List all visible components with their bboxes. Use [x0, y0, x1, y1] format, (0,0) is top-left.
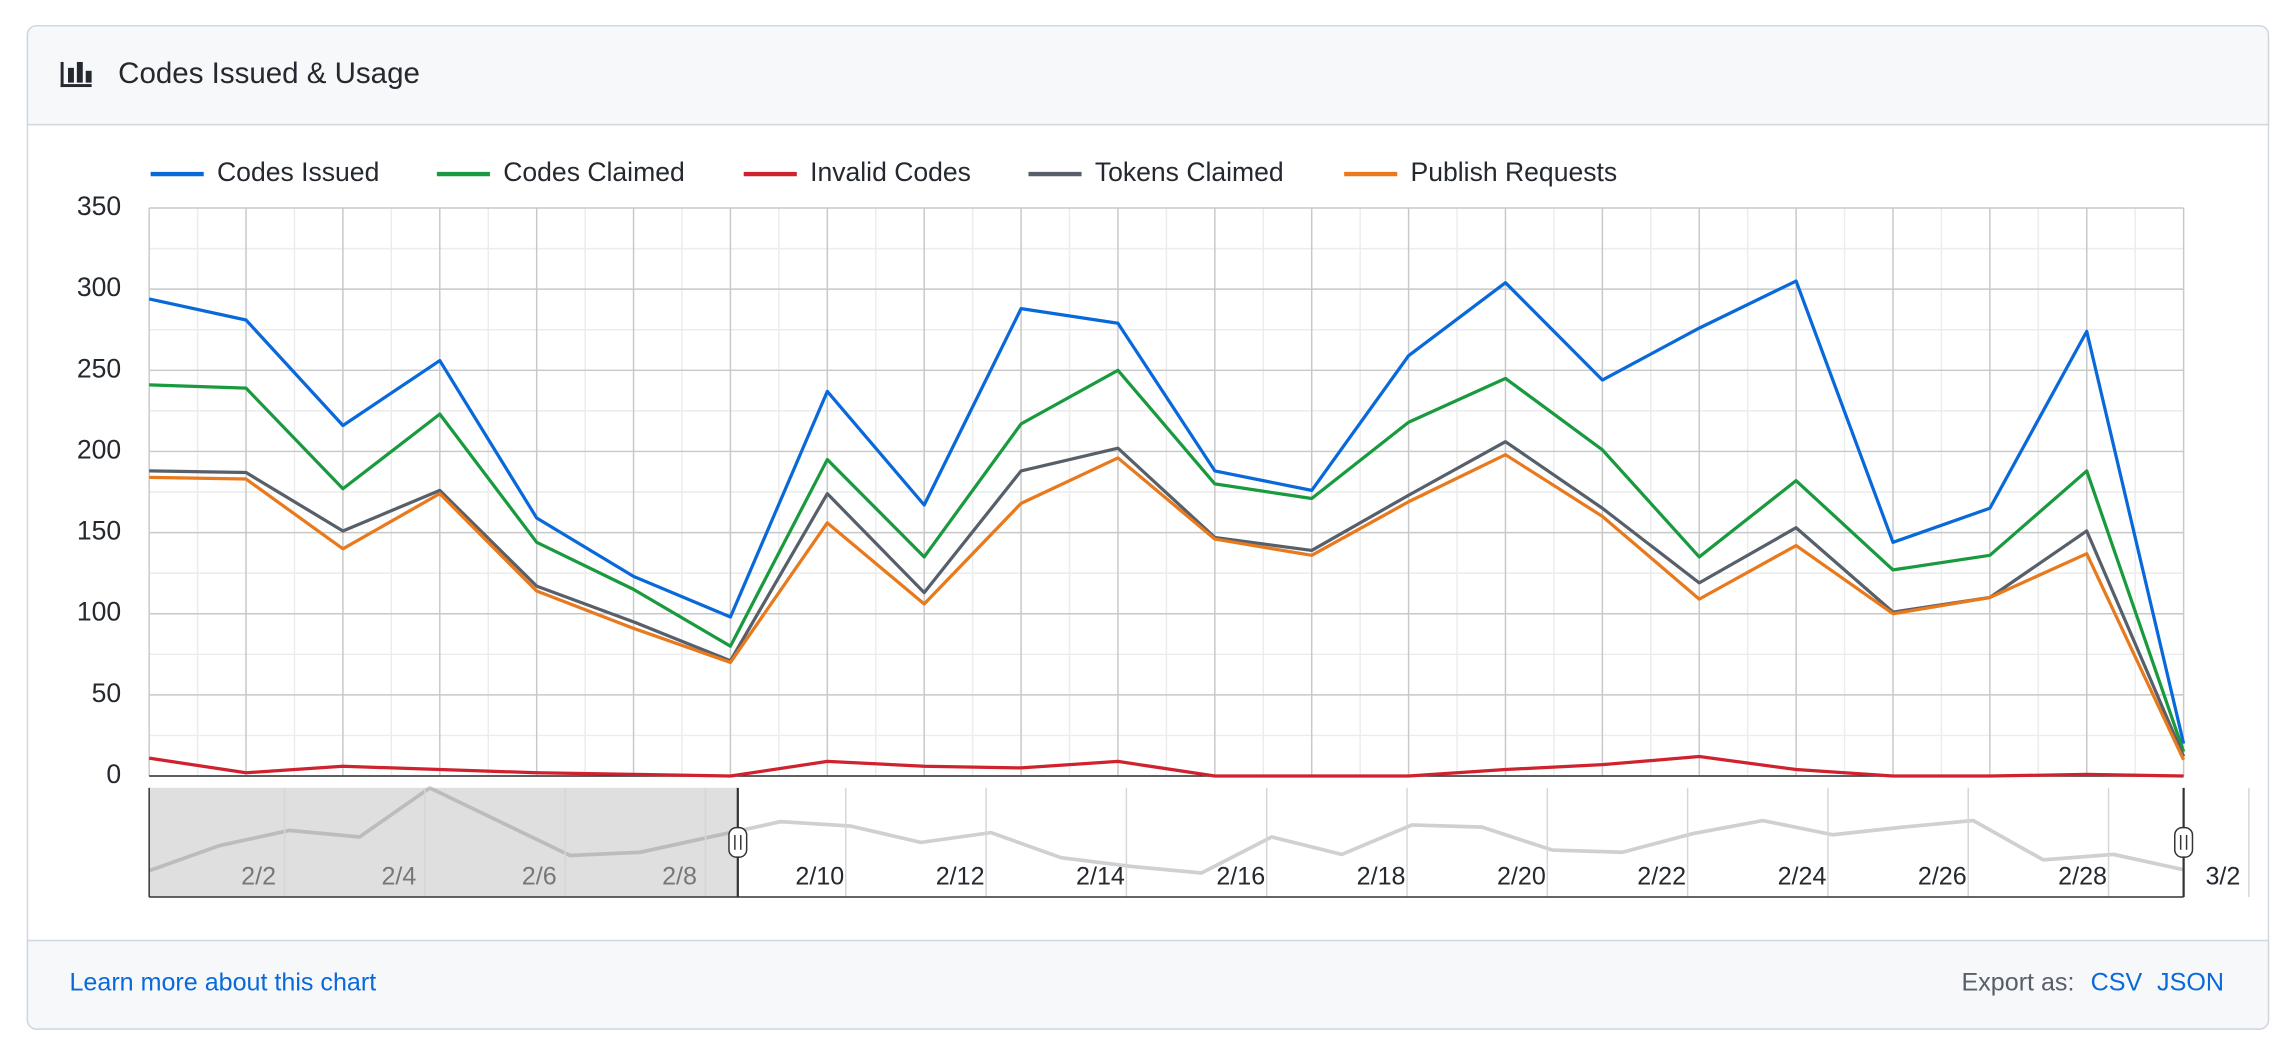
navigator-label: 2/10 [795, 862, 844, 890]
navigator-line [148, 785, 2185, 875]
navigator-label: 2/16 [1216, 862, 1265, 890]
navigator-handle[interactable] [2174, 826, 2194, 858]
card-title: Codes Issued & Usage [118, 57, 420, 90]
export-label: Export as: [1962, 969, 2075, 997]
export-json[interactable]: JSON [2157, 969, 2224, 997]
legend-label: Publish Requests [1411, 157, 1618, 187]
export-csv[interactable]: CSV [2091, 969, 2143, 997]
card-footer [26, 939, 2270, 1030]
y-tick-label: 100 [77, 597, 121, 627]
legend-label: Codes Claimed [503, 157, 685, 187]
navigator-label: 2/2 [241, 862, 276, 890]
navigator-handle[interactable] [728, 826, 748, 858]
y-tick-label: 150 [77, 516, 121, 546]
navigator-label: 2/28 [2058, 862, 2107, 890]
navigator-label: 2/14 [1076, 862, 1125, 890]
navigator-label: 2/8 [662, 862, 697, 890]
legend-label: Codes Issued [217, 157, 379, 187]
navigator-label: 2/12 [936, 862, 985, 890]
navigator-label: 3/2 [2205, 862, 2240, 890]
series-line [148, 279, 2186, 744]
y-tick-label: 250 [77, 353, 121, 383]
series-line [149, 440, 2186, 758]
y-tick-label: 300 [77, 272, 121, 302]
navigator-label: 2/22 [1637, 862, 1686, 890]
chart-icon [60, 61, 92, 88]
series-line [148, 754, 2184, 778]
navigator-label: 2/6 [522, 862, 557, 890]
navigator-label: 2/26 [1918, 862, 1967, 890]
learn-more-link[interactable]: Learn more about this chart [69, 969, 376, 997]
navigator-mask [149, 787, 738, 897]
y-tick-label: 50 [92, 678, 122, 708]
card-header [26, 25, 2270, 126]
series-line [149, 368, 2186, 753]
y-tick-label: 0 [106, 759, 121, 789]
navigator-label: 2/4 [381, 862, 416, 890]
y-tick-label: 350 [77, 191, 121, 221]
navigator-label: 2/20 [1497, 862, 1546, 890]
legend-label: Invalid Codes [810, 157, 971, 187]
series-line [149, 453, 2186, 761]
navigator-label: 2/24 [1778, 862, 1827, 890]
y-tick-label: 200 [77, 434, 121, 464]
navigator-label: 2/18 [1357, 862, 1406, 890]
legend-label: Tokens Claimed [1095, 157, 1284, 187]
